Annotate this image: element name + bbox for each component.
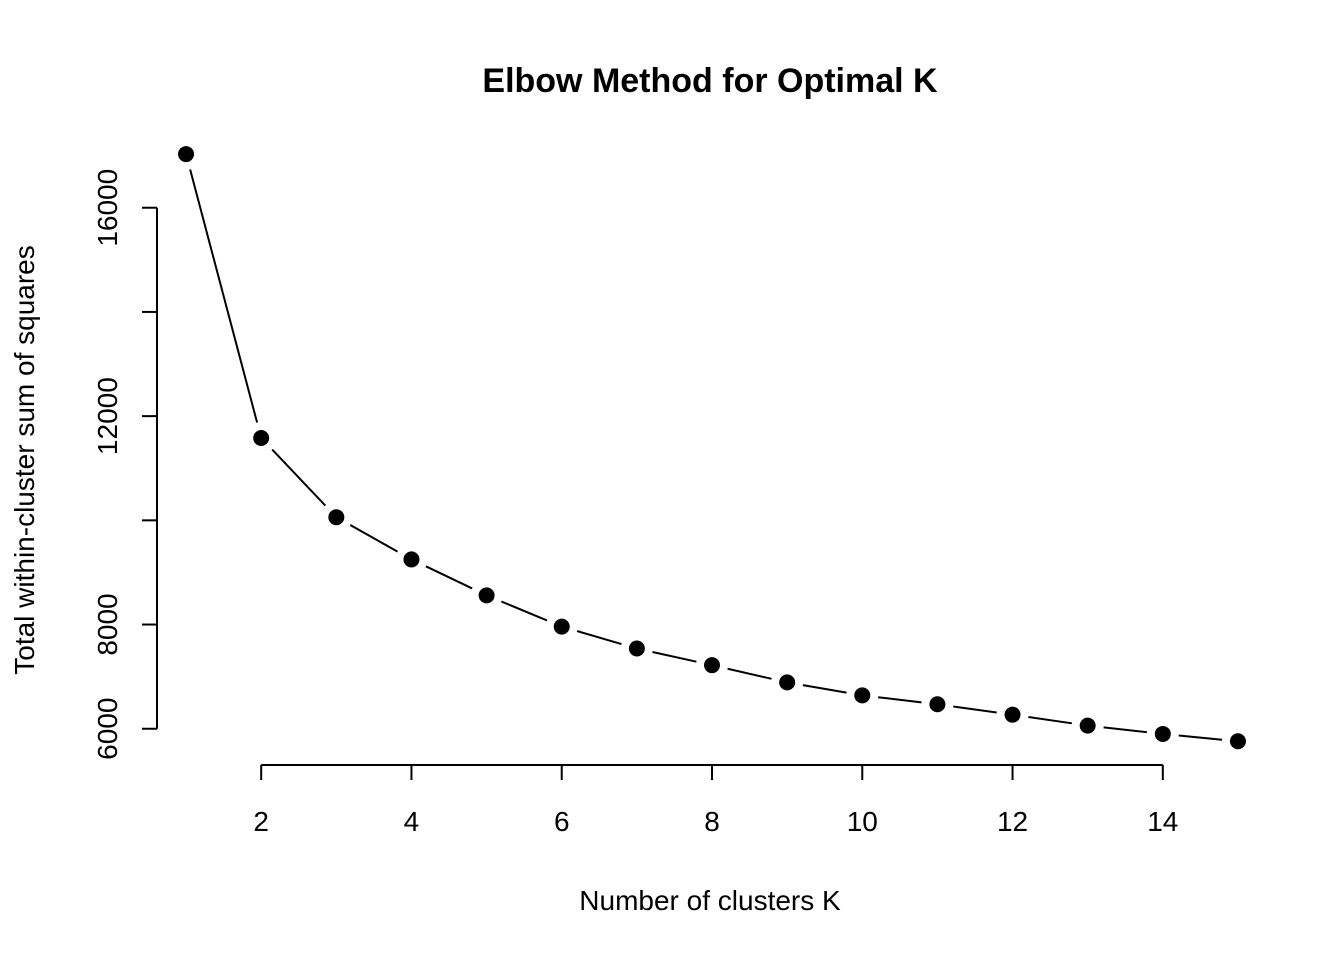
data-point: [178, 146, 195, 163]
data-point: [929, 696, 946, 713]
x-tick-label: 4: [404, 806, 420, 837]
x-tick-label: 12: [997, 806, 1028, 837]
line-segment: [500, 600, 548, 622]
line-segment: [727, 667, 772, 680]
data-point: [478, 587, 495, 604]
y-tick-label: 8000: [92, 593, 123, 655]
line-segment: [189, 169, 259, 423]
data-point: [1079, 717, 1096, 734]
data-point: [854, 687, 871, 704]
series-line: [189, 169, 1223, 741]
data-point: [1004, 706, 1021, 723]
data-point: [1154, 725, 1171, 742]
x-tick-label: 6: [554, 806, 570, 837]
data-point: [253, 430, 270, 447]
y-tick-label: 6000: [92, 698, 123, 760]
data-point: [328, 509, 345, 526]
x-tick-label: 2: [253, 806, 269, 837]
x-tick-label: 8: [704, 806, 720, 837]
data-point: [553, 618, 570, 635]
y-tick-label: 12000: [92, 377, 123, 455]
line-segment: [953, 705, 997, 714]
chart-title: Elbow Method for Optimal K: [482, 62, 938, 100]
line-segment: [425, 565, 473, 590]
data-point: [779, 674, 796, 691]
series-points: [178, 146, 1246, 750]
x-tick-label: 10: [847, 806, 878, 837]
y-tick-label: 16000: [92, 169, 123, 247]
y-axis-label: Total within-cluster sum of squares: [9, 245, 40, 675]
x-tick-label: 14: [1147, 806, 1178, 837]
line-segment: [1178, 734, 1223, 741]
line-segment: [652, 650, 697, 663]
line-segment: [576, 630, 622, 645]
line-segment: [1103, 726, 1148, 734]
data-point: [1229, 733, 1246, 750]
line-segment: [878, 696, 922, 704]
line-segment: [1028, 715, 1072, 725]
data-point: [628, 640, 645, 657]
x-axis-label: Number of clusters K: [579, 885, 841, 916]
line-segment: [271, 448, 327, 507]
data-point: [403, 551, 420, 568]
axes: 2 4 6 8 10 12 14 6000 8000 12000 16000: [92, 169, 1178, 837]
data-point: [704, 657, 720, 674]
line-segment: [802, 684, 847, 694]
line-segment: [349, 524, 398, 553]
